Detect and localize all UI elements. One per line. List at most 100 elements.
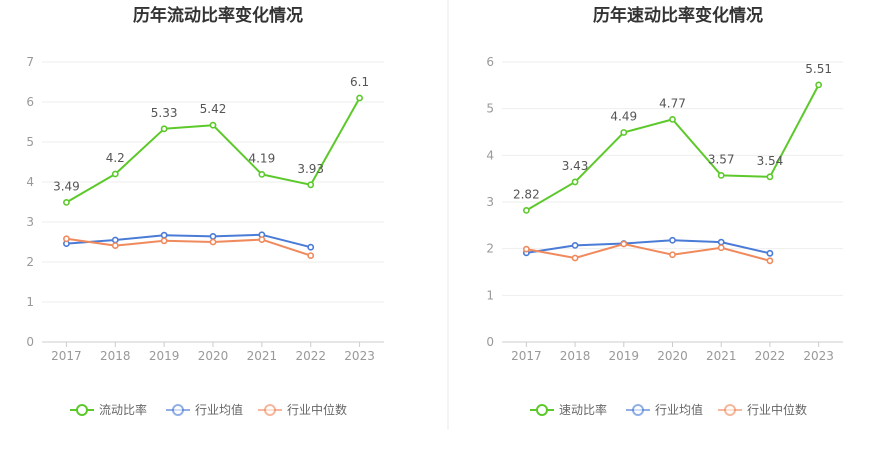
y-tick-label: 3 bbox=[26, 215, 34, 229]
chart-title: 历年流动比率变化情况 bbox=[133, 5, 303, 26]
x-tick-label: 2020 bbox=[198, 349, 229, 363]
data-point bbox=[307, 243, 315, 251]
x-tick-label: 2019 bbox=[609, 349, 640, 363]
legend-swatch-marker bbox=[536, 404, 548, 416]
data-point bbox=[258, 236, 266, 243]
data-point bbox=[669, 251, 676, 259]
data-point bbox=[111, 236, 119, 244]
legend-item[interactable]: 行业均值 bbox=[626, 402, 703, 417]
legend-swatch-marker bbox=[172, 404, 184, 416]
x-tick-label: 2018 bbox=[100, 349, 131, 363]
series-line bbox=[66, 233, 311, 249]
data-point bbox=[620, 129, 628, 136]
quick-ratio-chart: 历年速动比率变化情况 0 1 2 3 4 5 6 2017 2018 2019 2020 2021 20… bbox=[486, 5, 843, 417]
data-point bbox=[620, 240, 628, 248]
legend-item[interactable]: 行业中位数 bbox=[258, 402, 347, 417]
legend-label: 速动比率 bbox=[559, 402, 607, 417]
y-tick-label: 0 bbox=[26, 335, 34, 349]
data-label: 5.33 bbox=[151, 106, 178, 120]
legend-label: 行业中位数 bbox=[287, 402, 347, 417]
data-label: 4.2 bbox=[106, 151, 125, 165]
y-tick-label: 4 bbox=[486, 148, 494, 162]
data-point bbox=[717, 171, 725, 179]
data-point bbox=[209, 121, 217, 129]
data-point bbox=[63, 198, 70, 206]
y-tick-label: 6 bbox=[26, 95, 34, 109]
legend-label: 行业均值 bbox=[655, 402, 703, 417]
x-tick-label: 2022 bbox=[755, 349, 786, 363]
data-point bbox=[209, 238, 217, 246]
legend-swatch-marker bbox=[264, 404, 276, 416]
data-point bbox=[571, 178, 579, 186]
legend-label: 流动比率 bbox=[99, 402, 147, 417]
data-point bbox=[160, 125, 168, 133]
data-label: 5.51 bbox=[805, 62, 832, 76]
data-point bbox=[669, 116, 676, 123]
data-point bbox=[522, 245, 530, 253]
legend-item[interactable]: 流动比率 bbox=[70, 402, 147, 417]
y-tick-label: 2 bbox=[26, 255, 34, 269]
data-point bbox=[522, 206, 530, 214]
data-point bbox=[669, 236, 676, 244]
legend-label: 行业均值 bbox=[195, 402, 243, 417]
series-line bbox=[526, 239, 771, 255]
data-label: 3.43 bbox=[562, 159, 589, 173]
data-point bbox=[307, 181, 315, 189]
x-tick-label: 2019 bbox=[149, 349, 180, 363]
y-tick-label: 6 bbox=[486, 55, 494, 69]
data-label: 6.1 bbox=[350, 75, 369, 89]
data-label: 2.82 bbox=[513, 187, 540, 201]
legend-label: 行业中位数 bbox=[747, 402, 807, 417]
legend-item[interactable]: 速动比率 bbox=[530, 402, 607, 417]
data-point bbox=[766, 173, 774, 181]
y-tick-label: 3 bbox=[486, 195, 494, 209]
data-label: 4.49 bbox=[610, 109, 637, 123]
series-line bbox=[526, 243, 771, 262]
data-point bbox=[717, 238, 725, 246]
legend-swatch-marker bbox=[724, 404, 736, 416]
data-point bbox=[571, 254, 579, 262]
series-line bbox=[66, 237, 312, 257]
x-tick-label: 2023 bbox=[803, 349, 834, 363]
legend-swatch-marker bbox=[632, 404, 644, 416]
x-tick-label: 2017 bbox=[51, 349, 82, 363]
y-tick-label: 5 bbox=[486, 102, 494, 116]
data-label: 3.57 bbox=[708, 152, 735, 166]
data-point bbox=[160, 237, 168, 245]
legend-item[interactable]: 行业中位数 bbox=[718, 402, 807, 417]
data-label: 5.42 bbox=[200, 102, 227, 116]
x-tick-label: 2021 bbox=[247, 349, 278, 363]
y-tick-label: 5 bbox=[26, 135, 34, 149]
x-tick-label: 2023 bbox=[344, 349, 375, 363]
data-label: 3.54 bbox=[757, 154, 784, 168]
data-point bbox=[571, 241, 579, 249]
data-point bbox=[766, 257, 774, 265]
y-tick-label: 4 bbox=[26, 175, 34, 189]
x-tick-label: 2022 bbox=[295, 349, 326, 363]
data-point bbox=[209, 232, 217, 240]
data-point bbox=[717, 244, 725, 252]
y-tick-label: 7 bbox=[26, 55, 34, 69]
y-tick-label: 0 bbox=[486, 335, 494, 349]
current-ratio-chart: 历年流动比率变化情况 0 1 2 3 4 5 6 7 2017 2018 2019 2020 2021 2… bbox=[26, 5, 384, 417]
legend-item[interactable]: 行业均值 bbox=[166, 402, 243, 417]
x-tick-label: 2017 bbox=[511, 349, 542, 363]
data-point bbox=[160, 231, 168, 239]
data-label: 4.19 bbox=[248, 151, 275, 165]
y-tick-label: 1 bbox=[486, 288, 494, 302]
data-label: 3.49 bbox=[53, 179, 80, 193]
data-point bbox=[356, 94, 363, 102]
data-label: 3.93 bbox=[297, 162, 324, 176]
legend-swatch-marker bbox=[76, 404, 88, 416]
data-point bbox=[111, 170, 119, 178]
x-tick-label: 2020 bbox=[657, 349, 688, 363]
data-point bbox=[815, 81, 823, 89]
x-tick-label: 2021 bbox=[706, 349, 737, 363]
data-label: 4.77 bbox=[659, 96, 686, 110]
y-tick-label: 1 bbox=[26, 295, 34, 309]
y-tick-label: 2 bbox=[486, 242, 494, 256]
data-point bbox=[111, 242, 119, 249]
data-point bbox=[766, 249, 774, 257]
data-point bbox=[63, 235, 70, 243]
